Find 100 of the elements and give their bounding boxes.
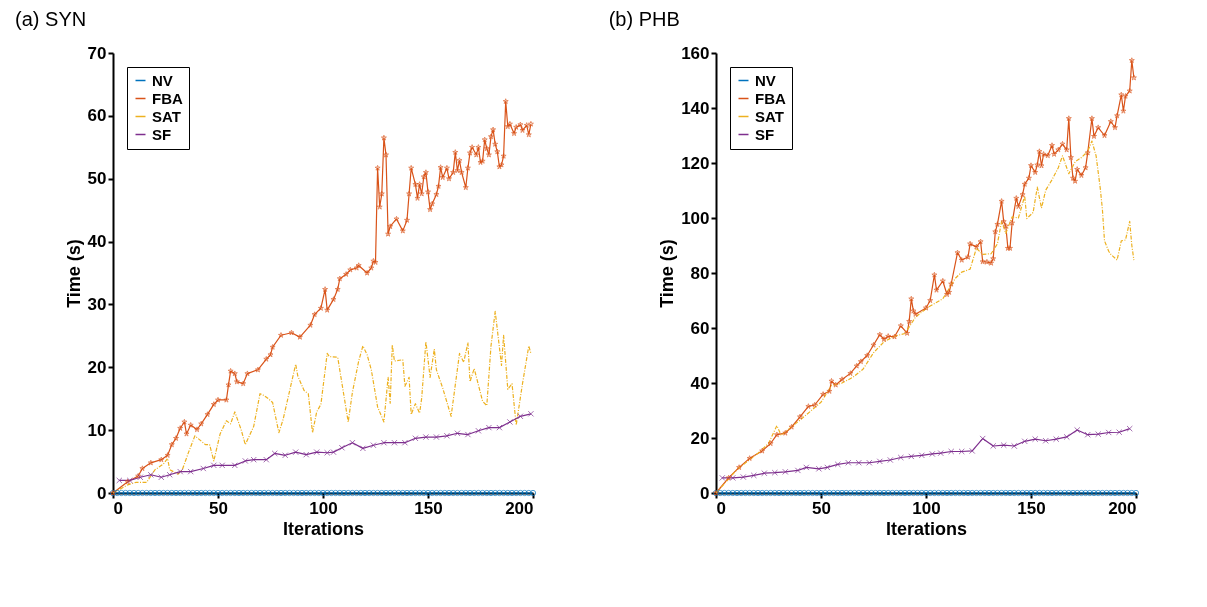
point [422, 433, 430, 441]
legend-label: FBA [755, 89, 786, 107]
y-tick-label: 40 [87, 232, 107, 252]
point [855, 459, 862, 466]
point [263, 456, 270, 463]
point [506, 418, 514, 426]
y-tick-label: 20 [690, 428, 710, 448]
point [1084, 431, 1091, 438]
x-tick-label: 200 [1108, 498, 1137, 518]
y-tick-label: 50 [87, 169, 107, 189]
y-tick-label: 40 [690, 373, 710, 393]
point [1063, 433, 1070, 441]
point [897, 454, 904, 461]
point [887, 456, 894, 464]
y-tick-label: 0 [97, 483, 107, 503]
point [750, 472, 757, 479]
y-tick-label: 100 [681, 208, 710, 228]
point [517, 413, 524, 420]
point [454, 430, 461, 437]
point [866, 459, 873, 466]
point [380, 439, 388, 446]
point [1074, 426, 1081, 434]
x-tick-label: 0 [716, 498, 726, 518]
point [1011, 442, 1018, 450]
x-tick-label: 100 [309, 498, 338, 518]
y-tick-label: 30 [87, 294, 107, 314]
point [990, 442, 997, 450]
chart-title: (a) SYN [15, 8, 87, 30]
y-tick-label: 0 [700, 483, 710, 503]
point [359, 445, 367, 452]
point [303, 451, 310, 458]
y-tick-label: 160 [681, 43, 710, 63]
point [815, 465, 823, 472]
legend-label: NV [755, 71, 776, 89]
point [1032, 435, 1039, 443]
point [370, 442, 377, 449]
y-tick-label: 140 [681, 98, 710, 118]
point [740, 473, 747, 481]
legend-label: SAT [152, 107, 181, 125]
point [908, 453, 915, 460]
point [761, 470, 768, 477]
x-tick-label: 0 [113, 498, 123, 518]
point [231, 462, 238, 469]
x-tick-label: 50 [812, 498, 831, 518]
point [719, 474, 726, 482]
legend-label: SF [755, 125, 775, 143]
y-tick-label: 20 [87, 357, 107, 377]
point [794, 467, 802, 474]
x-axis-title: Iterations [885, 518, 968, 539]
x-tick-label: 200 [505, 498, 534, 518]
legend-label: SAT [755, 107, 784, 125]
point [1126, 425, 1133, 432]
point [876, 458, 883, 465]
legend-label: FBA [152, 89, 183, 107]
point [158, 474, 165, 481]
point [485, 424, 493, 431]
point [177, 468, 184, 475]
x-tick-label: 50 [209, 498, 228, 518]
point [834, 461, 841, 468]
point [771, 469, 778, 476]
point [187, 468, 194, 475]
y-tick-label: 70 [87, 43, 107, 63]
point [1105, 429, 1112, 436]
point [200, 465, 207, 472]
point [116, 477, 123, 484]
point [147, 471, 154, 478]
point [803, 464, 810, 471]
y-axis-title: Time (s) [63, 239, 84, 308]
point [464, 431, 472, 438]
y-tick-label: 10 [87, 420, 107, 440]
point [496, 424, 503, 431]
y-tick-label: 60 [690, 318, 710, 338]
point [1053, 435, 1060, 443]
point [242, 457, 249, 465]
point [338, 444, 346, 451]
point [313, 449, 320, 456]
point [824, 464, 831, 471]
point [782, 468, 789, 475]
point [166, 471, 173, 478]
x-tick-label: 150 [1017, 498, 1046, 518]
chart-title: (b) PHB [608, 8, 680, 30]
point [937, 449, 944, 457]
y-tick-label: 80 [690, 263, 710, 283]
point [527, 410, 535, 417]
x-tick-label: 150 [414, 498, 443, 518]
point [250, 456, 257, 463]
point [1042, 437, 1049, 444]
point [475, 427, 482, 434]
y-tick-label: 120 [681, 153, 710, 173]
point [271, 450, 278, 457]
point [979, 435, 986, 442]
point [929, 450, 936, 458]
y-tick-label: 60 [87, 106, 107, 126]
point [729, 474, 736, 482]
point [969, 447, 976, 455]
point [401, 439, 409, 446]
y-axis-title: Time (s) [657, 239, 678, 308]
x-axis-title: Iterations [282, 518, 365, 539]
point [210, 462, 217, 469]
point [918, 452, 925, 459]
